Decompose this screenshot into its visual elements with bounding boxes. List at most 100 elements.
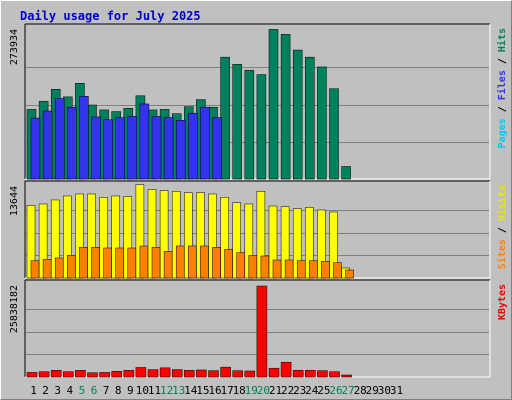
visits-panel-bar-sites-day-24: [309, 260, 318, 279]
x-tick-label-day-8: 8: [115, 384, 122, 397]
kbytes-panel-bar-kbytes-day-9: [123, 370, 135, 378]
kbytes-panel-bar-kbytes-day-14: [184, 370, 195, 378]
visits-panel-bar-sites-day-20: [260, 255, 270, 279]
x-tick-label-day-19: 19: [245, 384, 258, 397]
kbytes-panel-bar-kbytes-day-21: [268, 367, 280, 378]
x-tick-label-day-17: 17: [220, 384, 233, 397]
legend-entry-visits: Visits: [496, 185, 508, 221]
hits-panel-bar-files-day-7: [103, 119, 113, 180]
hits-panel-bar-files-day-3: [54, 98, 65, 180]
kbytes-panel-bar-kbytes-day-13: [171, 369, 183, 378]
visits-panel-bar-sites-day-19: [248, 255, 258, 279]
visits-panel-bar-sites-day-1: [30, 260, 40, 279]
hits-panel-bar-files-day-6: [91, 116, 101, 180]
legend-entry-sites: Sites: [496, 239, 508, 269]
hits-panel-bar-files-day-8: [115, 117, 125, 180]
visits-panel-bar-sites-day-5: [79, 247, 88, 279]
legend-entry-kbytes: KBytes: [497, 284, 508, 320]
visits-panel-bar-sites-day-7: [103, 247, 112, 279]
legend-separator: /: [497, 100, 508, 118]
hits-panel-bar-files-day-12: [163, 117, 174, 180]
hits-panel-bar-files-day-13: [175, 120, 186, 180]
kbytes-panel-ymax-label: 25838182: [9, 285, 20, 333]
hits-panel-bar-files-day-15: [200, 106, 210, 180]
x-tick-label-day-22: 22: [281, 384, 294, 397]
x-tick-label-day-14: 14: [184, 384, 198, 397]
kbytes-panel-bar-kbytes-day-23: [292, 370, 304, 378]
kbytes-panel-bar-kbytes-day-22: [280, 361, 292, 378]
kbytes-panel-bar-kbytes-day-26: [329, 371, 340, 378]
hits-panel-bar-files-day-16: [212, 117, 222, 180]
hits-panel-bar-hits-day-25: [317, 66, 327, 180]
x-tick-label-day-30: 30: [378, 384, 391, 397]
x-tick-label-day-16: 16: [208, 384, 221, 397]
chart-title: Daily usage for July 2025: [20, 9, 201, 23]
hits-panel-bar-files-day-5: [79, 96, 89, 180]
legend-entry-files: Files: [496, 70, 508, 100]
visits-panel-bar-sites-day-11: [151, 247, 161, 279]
x-tick-label-day-23: 23: [293, 384, 306, 397]
visits-panel-bar-sites-day-3: [54, 257, 64, 279]
x-tick-label-day-20: 20: [257, 384, 270, 397]
kbytes-panel-bar-kbytes-day-12: [159, 367, 171, 378]
x-tick-label-day-13: 13: [172, 384, 185, 397]
hits-panel-bar-hits-day-19: [244, 69, 255, 180]
hits-panel-ymax-label: 273934: [9, 29, 20, 65]
x-tick-label-day-26: 26: [329, 384, 342, 397]
kbytes-panel-bar-kbytes-day-1: [26, 372, 38, 378]
visits-panel-bar-sites-day-8: [115, 247, 124, 279]
x-tick-label-day-11: 11: [148, 384, 161, 397]
hits-panel-bar-hits-day-24: [305, 56, 315, 180]
hits-panel-bar-hits-day-23: [292, 49, 303, 180]
x-tick-label-day-10: 10: [136, 384, 149, 397]
x-tick-label-day-3: 3: [54, 384, 61, 397]
visits-panel-bar-sites-day-14: [188, 245, 197, 279]
x-tick-label-day-15: 15: [196, 384, 209, 397]
x-tick-label-day-5: 5: [79, 384, 86, 397]
x-tick-label-day-9: 9: [127, 384, 134, 397]
kbytes-panel-bar-kbytes-day-27: [341, 374, 352, 378]
hits-panel-bar-hits-day-17: [220, 56, 230, 180]
x-tick-label-day-29: 29: [366, 384, 379, 397]
legend-entry-pages: Pages: [497, 118, 508, 148]
kbytes-panel-bar-kbytes-day-24: [305, 370, 316, 378]
visits-panel-bar-sites-day-25: [321, 261, 330, 279]
visits-panel-bar-sites-day-10: [139, 245, 149, 279]
x-tick-label-day-4: 4: [66, 384, 73, 397]
visits-panel-bar-sites-day-23: [296, 260, 306, 279]
hits-panel-bar-files-day-10: [139, 103, 150, 180]
visits-panel-bar-sites-day-27: [345, 269, 354, 279]
hits-panel-bar-files-day-1: [30, 117, 41, 180]
hits-panel-bar-files-day-9: [127, 116, 138, 180]
hits-panel-bar-files-day-14: [188, 112, 198, 180]
kbytes-panel-bar-kbytes-day-15: [196, 369, 207, 378]
kbytes-panel-bar-kbytes-day-17: [220, 366, 231, 378]
hits-panel-bar-files-day-4: [67, 106, 77, 180]
legend-separator: /: [497, 221, 508, 239]
x-tick-label-day-1: 1: [30, 384, 37, 397]
kbytes-panel-bar-kbytes-day-6: [87, 372, 98, 378]
visits-panel-bar-sites-day-12: [163, 251, 173, 279]
visits-panel-bar-sites-day-22: [284, 259, 294, 279]
visits-panel-bar-sites-day-21: [272, 259, 282, 279]
x-tick-label-day-21: 21: [269, 384, 282, 397]
kbytes-panel-bar-kbytes-day-18: [232, 370, 243, 378]
visits-panel-bar-sites-day-4: [67, 255, 76, 279]
visits-panel-bar-sites-day-26: [333, 262, 342, 279]
hits-panel-bar-files-day-2: [42, 110, 53, 180]
visits-panel-bar-sites-day-15: [200, 245, 209, 279]
kbytes-panel-bar-kbytes-day-2: [38, 371, 50, 378]
hits-panel-bar-hits-day-27: [341, 166, 351, 180]
visits-panel-series-legend: Sites / Visits: [496, 185, 508, 269]
x-tick-label-day-25: 25: [317, 384, 330, 397]
x-tick-label-day-31: 31: [390, 384, 403, 397]
x-tick-label-day-28: 28: [354, 384, 367, 397]
x-tick-label-day-18: 18: [233, 384, 246, 397]
kbytes-panel-bar-kbytes-day-16: [208, 370, 219, 378]
hits-panel-series-legend: Pages / Files / Hits: [496, 28, 508, 148]
kbytes-panel-bar-kbytes-day-11: [147, 369, 159, 378]
x-tick-label-day-12: 12: [160, 384, 173, 397]
kbytes-panel-bar-kbytes-day-10: [135, 367, 147, 378]
